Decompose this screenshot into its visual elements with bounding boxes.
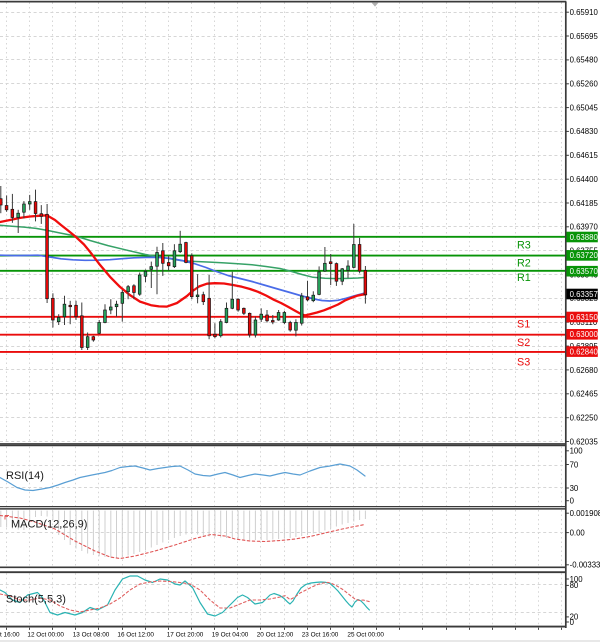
- svg-text:MACD(12,26,9): MACD(12,26,9): [11, 519, 87, 531]
- svg-text:23 Oct 16:00: 23 Oct 16:00: [302, 631, 339, 638]
- svg-text:R1: R1: [517, 272, 531, 284]
- svg-text:80: 80: [570, 581, 579, 590]
- svg-text:Stoch(5,5,3): Stoch(5,5,3): [6, 594, 66, 606]
- svg-text:0.62035: 0.62035: [570, 437, 599, 446]
- svg-text:70: 70: [570, 460, 579, 469]
- svg-text:RSI(14): RSI(14): [6, 470, 44, 482]
- svg-text:0.62465: 0.62465: [570, 390, 599, 399]
- svg-text:12 Oct 00:00: 12 Oct 00:00: [27, 631, 64, 638]
- svg-text:0.65910: 0.65910: [570, 8, 599, 17]
- svg-text:S3: S3: [517, 356, 530, 368]
- svg-text:0.65480: 0.65480: [570, 56, 599, 65]
- svg-text:0: 0: [570, 497, 575, 506]
- svg-text:30: 30: [570, 484, 579, 493]
- svg-text:0.63150: 0.63150: [570, 313, 599, 322]
- svg-text:R3: R3: [517, 239, 531, 251]
- svg-text:0.65695: 0.65695: [570, 32, 599, 41]
- svg-text:13 Oct 08:00: 13 Oct 08:00: [73, 631, 110, 638]
- svg-text:0.63110: 0.63110: [570, 318, 598, 327]
- svg-text:0.64400: 0.64400: [570, 175, 599, 184]
- svg-text:0.64185: 0.64185: [570, 199, 599, 208]
- svg-text:0.62840: 0.62840: [570, 347, 599, 356]
- svg-text:0.63720: 0.63720: [570, 251, 599, 260]
- svg-text:19 Oct 04:00: 19 Oct 04:00: [212, 631, 249, 638]
- svg-text:0.62680: 0.62680: [570, 366, 599, 375]
- svg-text:0.63570: 0.63570: [570, 267, 599, 276]
- svg-text:0.00: 0.00: [570, 528, 586, 537]
- svg-text:0.62250: 0.62250: [570, 414, 599, 423]
- svg-text:0.63357: 0.63357: [570, 290, 598, 299]
- svg-text:25 Oct 00:00: 25 Oct 00:00: [347, 631, 384, 638]
- svg-text:0.63000: 0.63000: [570, 330, 599, 339]
- svg-text:R2: R2: [517, 258, 531, 270]
- svg-text:0.001908: 0.001908: [570, 509, 600, 518]
- svg-text:0: 0: [570, 618, 575, 627]
- svg-text:0.63970: 0.63970: [570, 223, 599, 232]
- svg-text:100: 100: [570, 447, 584, 456]
- svg-text:0.64615: 0.64615: [570, 151, 599, 160]
- svg-text:20: 20: [570, 613, 579, 622]
- svg-text:20 Oct 12:00: 20 Oct 12:00: [257, 631, 294, 638]
- svg-text:17 Oct 20:00: 17 Oct 20:00: [167, 631, 204, 638]
- svg-text:S2: S2: [517, 337, 530, 349]
- svg-text:S1: S1: [517, 318, 530, 330]
- svg-text:0.65260: 0.65260: [570, 80, 599, 89]
- svg-text:t 16:00: t 16:00: [0, 631, 20, 638]
- svg-text:100: 100: [570, 575, 584, 584]
- svg-text:16 Oct 12:00: 16 Oct 12:00: [117, 631, 154, 638]
- svg-text:0.64830: 0.64830: [570, 127, 599, 136]
- svg-text:0.63880: 0.63880: [570, 233, 599, 242]
- svg-text:0.65045: 0.65045: [570, 103, 599, 112]
